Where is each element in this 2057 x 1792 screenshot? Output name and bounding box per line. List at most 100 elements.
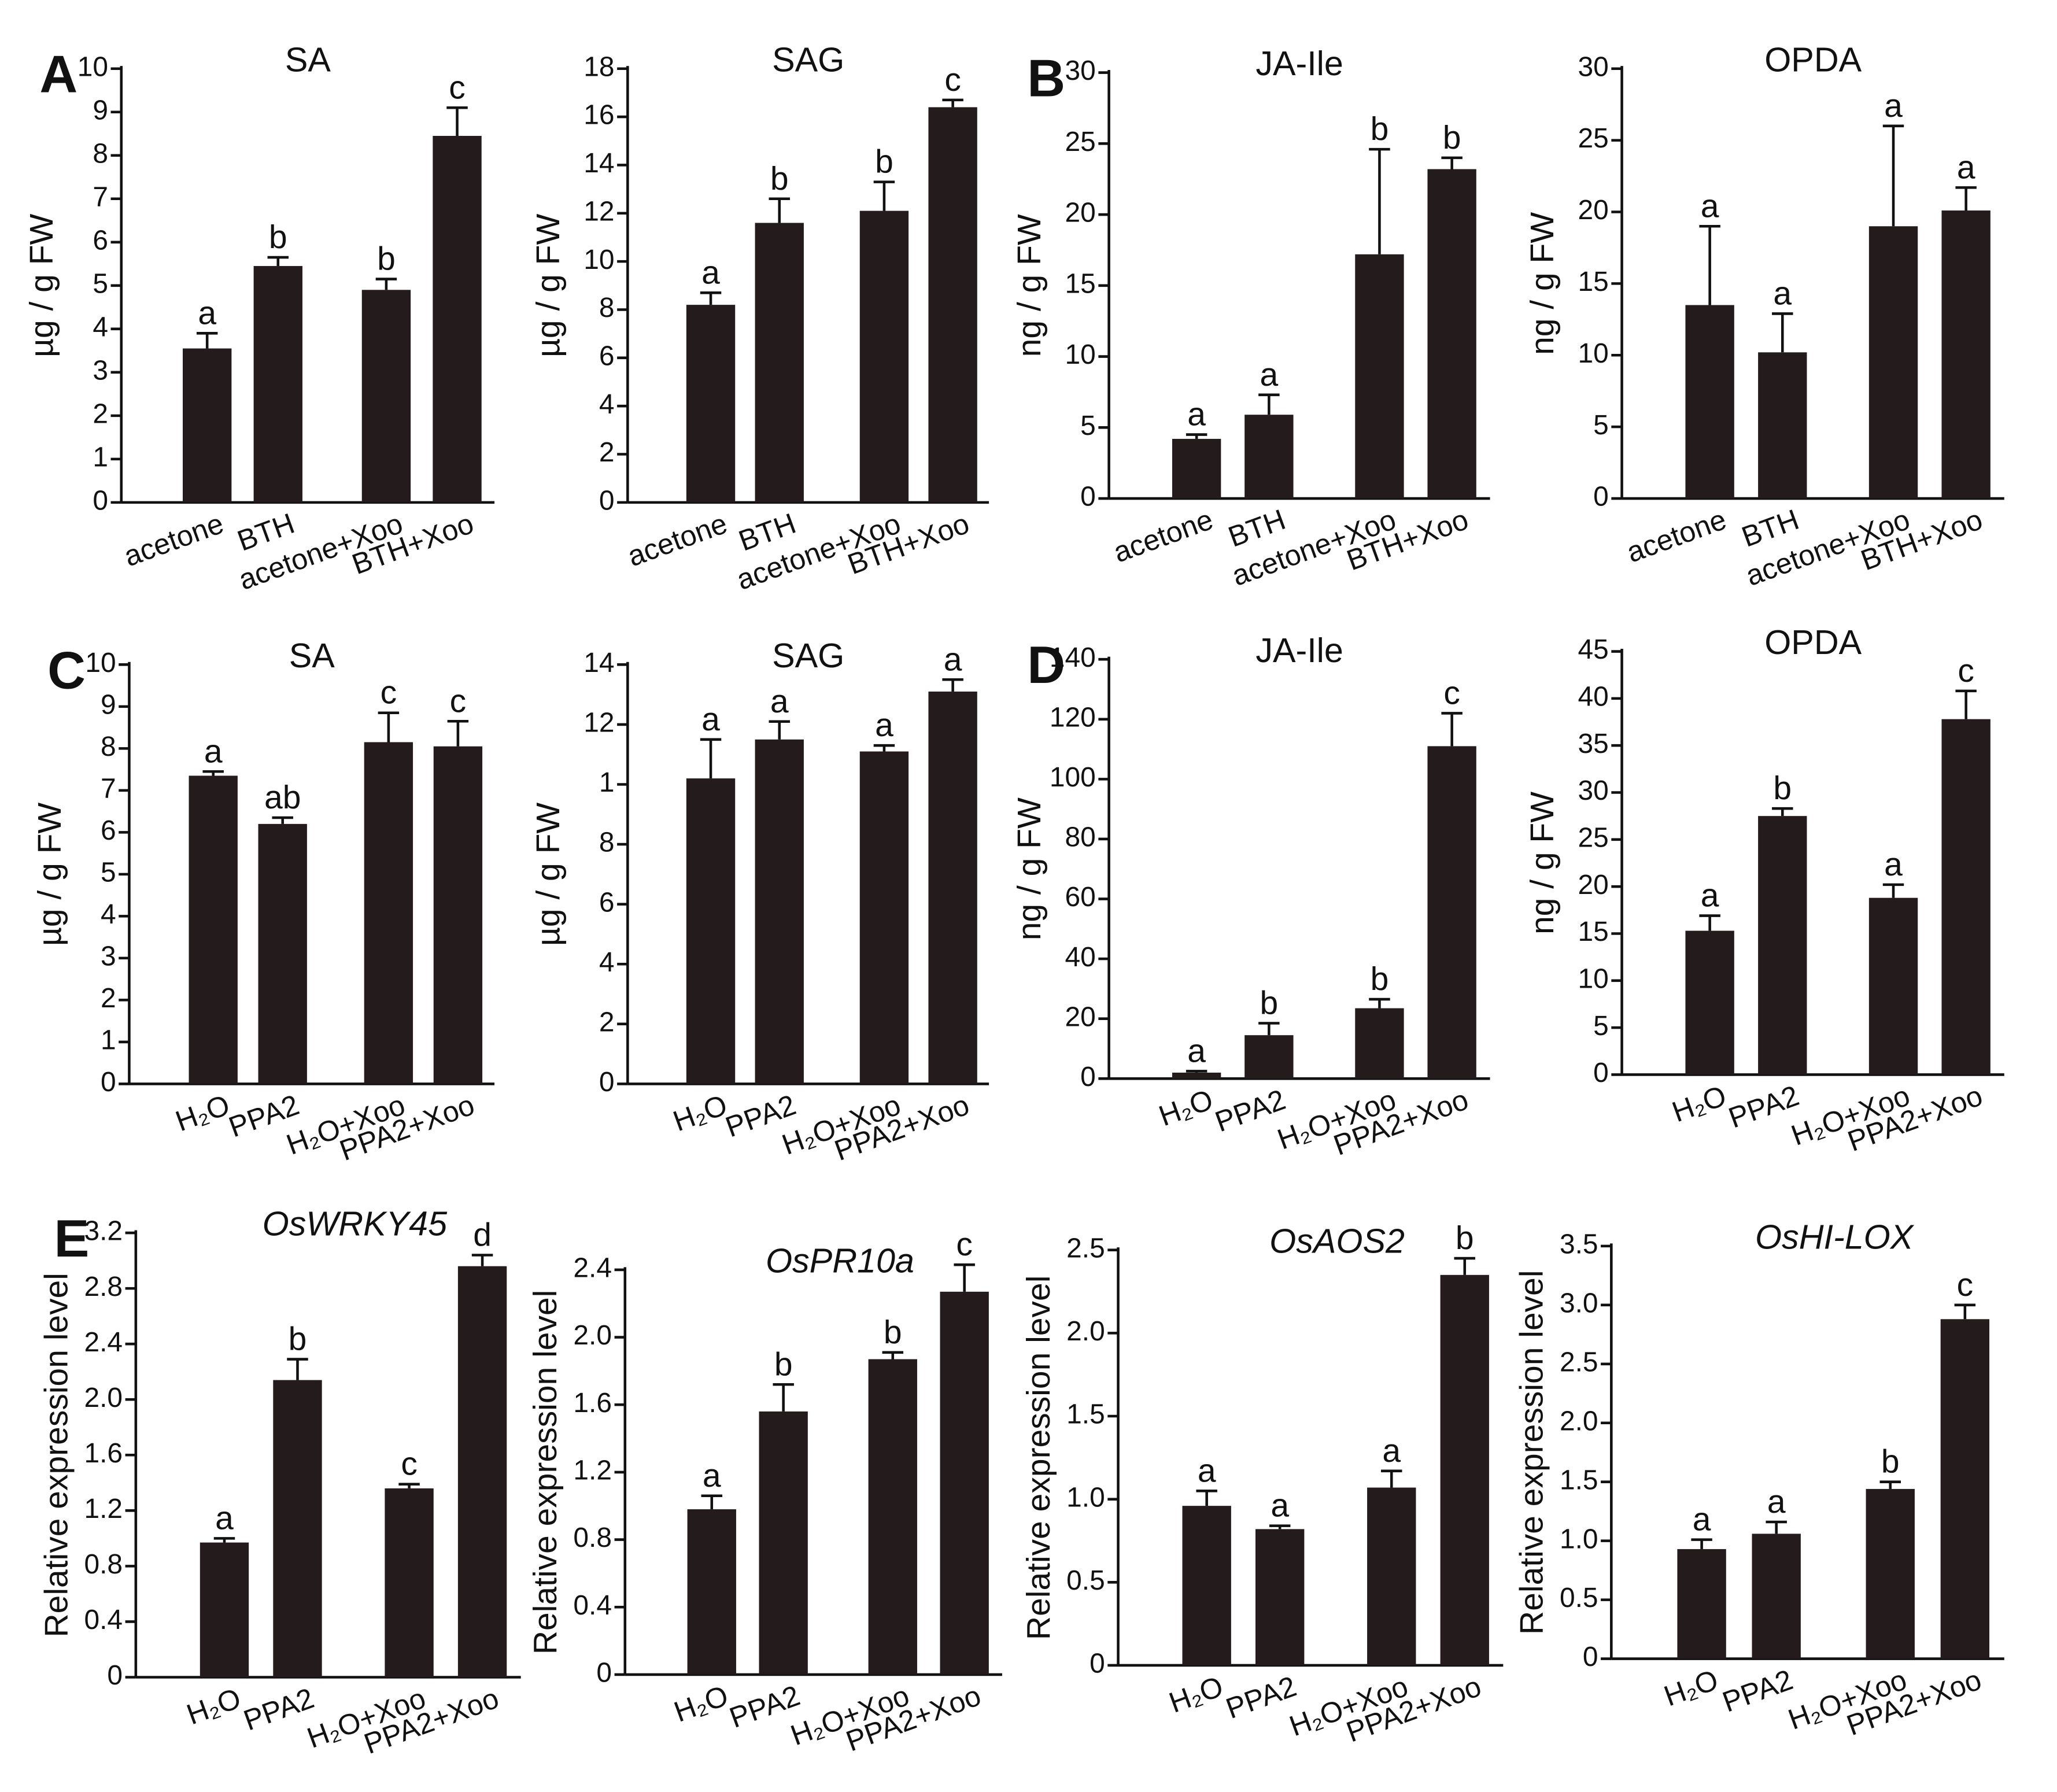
- y-tick-label: 35: [1578, 729, 1608, 759]
- y-tick-label: 25: [1578, 822, 1608, 853]
- chart-title: OsWRKY45: [263, 1204, 448, 1243]
- y-tick-label: 10: [77, 51, 108, 82]
- bar: [253, 266, 302, 503]
- x-tick-label: acetone: [1622, 503, 1730, 569]
- bar: [1868, 897, 1918, 1075]
- error-bar: [1258, 1022, 1280, 1036]
- error-bar: [1196, 1490, 1217, 1506]
- error-bar: [1766, 1520, 1787, 1534]
- bar: [1244, 1035, 1294, 1079]
- error-bar: [954, 1263, 975, 1292]
- y-tick-label: 16: [584, 100, 614, 131]
- bar: [859, 210, 909, 503]
- panel-label: A: [39, 45, 77, 104]
- y-tick-label: 45: [1578, 634, 1608, 665]
- bar: [1677, 1549, 1726, 1659]
- y-tick-label: 2.5: [1560, 1347, 1598, 1377]
- y-tick-label: 30: [1578, 775, 1608, 806]
- significance-letter: a: [1884, 87, 1903, 124]
- y-axis-label: µg / g FW: [530, 803, 567, 946]
- y-tick-label: 0: [1583, 1642, 1598, 1672]
- y-tick-label: 8: [599, 293, 615, 323]
- bar: [200, 1542, 249, 1678]
- bar: [1941, 210, 1990, 499]
- bar: [1868, 226, 1918, 499]
- bar: [1941, 719, 1990, 1075]
- y-axis-label: ng / g FW: [1011, 797, 1048, 940]
- y-tick-label: 1: [101, 1025, 116, 1056]
- y-tick-label: 0: [1090, 1649, 1105, 1679]
- y-tick-label: 1.0: [1560, 1524, 1598, 1554]
- y-tick-label: 20: [1065, 198, 1096, 228]
- chart-title: OsAOS2: [1269, 1221, 1405, 1260]
- bar: [1255, 1529, 1305, 1665]
- y-tick-label: 7: [101, 774, 116, 804]
- y-tick-label: 1.6: [84, 1438, 123, 1469]
- y-tick-label: 25: [1578, 123, 1608, 154]
- y-axis-label: µg / g FW: [23, 214, 60, 357]
- bar: [868, 1359, 917, 1675]
- y-tick-label: 1.0: [1066, 1482, 1105, 1513]
- significance-letter: ab: [264, 779, 301, 816]
- error-bar: [769, 197, 790, 223]
- y-tick-label: 0.8: [84, 1549, 123, 1580]
- error-bar: [769, 720, 790, 740]
- significance-letter: b: [1371, 110, 1389, 147]
- significance-letter: b: [289, 1321, 307, 1358]
- significance-letter: c: [956, 1226, 973, 1263]
- bar: [687, 1509, 736, 1675]
- y-axis-label: Relative expression level: [1020, 1276, 1057, 1640]
- y-tick-label: 60: [1065, 882, 1096, 912]
- y-axis-label: Relative expression level: [1513, 1270, 1550, 1634]
- y-tick-label: 1.2: [573, 1455, 612, 1486]
- error-bar: [1369, 997, 1390, 1008]
- error-bar: [1955, 689, 1977, 719]
- y-tick-label: 10: [1578, 963, 1608, 994]
- y-tick-label: 4: [599, 389, 615, 420]
- significance-letter: c: [401, 1446, 418, 1483]
- chart-title: SA: [289, 636, 335, 675]
- significance-letter: c: [1958, 652, 1974, 689]
- y-tick-label: 7: [93, 182, 108, 212]
- bar: [759, 1411, 808, 1675]
- y-tick-label: 1: [93, 442, 108, 473]
- bar: [1758, 352, 1807, 499]
- y-tick-label: 6: [101, 815, 116, 846]
- y-tick-label: 30: [1578, 51, 1608, 82]
- significance-letter: a: [875, 707, 893, 744]
- y-tick-label: 0: [599, 1067, 615, 1098]
- error-bar: [471, 1254, 493, 1266]
- chart-title: OPDA: [1764, 623, 1862, 662]
- significance-letter: a: [1260, 356, 1278, 393]
- significance-letter: d: [473, 1217, 492, 1254]
- bar: [258, 823, 307, 1084]
- significance-letter: a: [1382, 1432, 1401, 1469]
- y-tick-label: 8: [93, 138, 108, 169]
- error-bar: [1955, 186, 1977, 211]
- bar: [686, 778, 736, 1084]
- y-tick-label: 12: [584, 708, 614, 738]
- x-tick-label: acetone: [623, 507, 732, 573]
- bar: [1685, 930, 1734, 1075]
- y-axis-label: µg / g FW: [31, 803, 68, 946]
- y-tick-label: 0: [599, 486, 615, 516]
- bar: [457, 1266, 507, 1678]
- error-bar: [1381, 1469, 1402, 1488]
- y-tick-label: 12: [584, 196, 614, 227]
- significance-letter: b: [269, 219, 287, 256]
- error-bar: [1772, 807, 1793, 816]
- significance-letter: a: [944, 641, 962, 678]
- y-tick-label: 1.5: [1066, 1399, 1105, 1430]
- bar: [361, 290, 411, 503]
- significance-letter: c: [450, 682, 467, 719]
- y-axis-label: Relative expression level: [38, 1273, 75, 1637]
- error-bar: [1186, 1070, 1207, 1073]
- bar: [1355, 254, 1404, 499]
- y-tick-label: 5: [1080, 411, 1096, 441]
- bar: [1367, 1487, 1416, 1665]
- bar: [1244, 415, 1294, 499]
- significance-letter: b: [884, 1314, 902, 1351]
- y-tick-label: 4: [599, 947, 615, 978]
- bar: [433, 746, 483, 1084]
